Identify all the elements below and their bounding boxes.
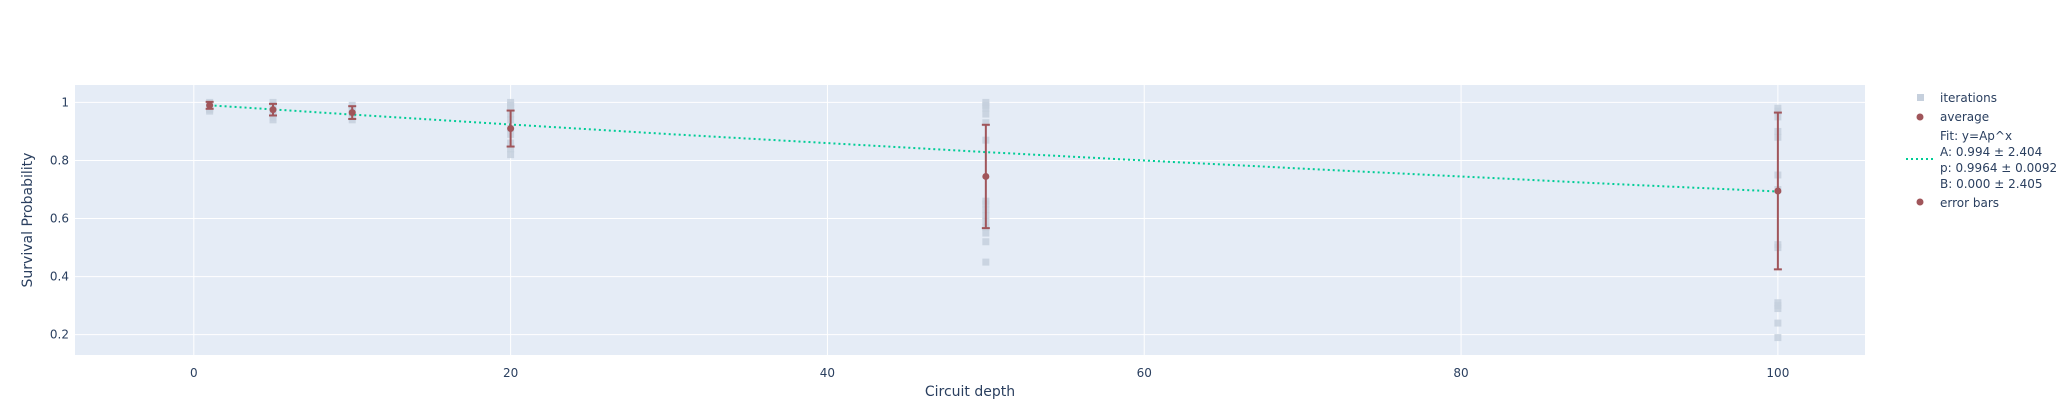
plot-background bbox=[75, 85, 1865, 355]
x-tick-label: 80 bbox=[1453, 366, 1468, 380]
iteration-point bbox=[982, 119, 990, 127]
iteration-point bbox=[507, 104, 515, 112]
average-point bbox=[348, 109, 356, 117]
iteration-point bbox=[982, 238, 990, 246]
iteration-point bbox=[1774, 305, 1782, 313]
series-average bbox=[206, 101, 1782, 195]
x-tick-label: 20 bbox=[503, 366, 518, 380]
x-tick-label: 40 bbox=[820, 366, 835, 380]
y-tick-label: 0.8 bbox=[50, 153, 69, 167]
iteration-point bbox=[507, 145, 515, 153]
x-tick-label: 60 bbox=[1137, 366, 1152, 380]
legend-error-bars-marker bbox=[1916, 198, 1924, 206]
iteration-point bbox=[1774, 334, 1782, 342]
average-point bbox=[507, 125, 515, 133]
x-tick-label: 0 bbox=[190, 366, 198, 380]
average-point bbox=[1774, 187, 1782, 195]
iteration-point bbox=[507, 151, 515, 159]
iteration-point bbox=[982, 110, 990, 118]
iteration-point bbox=[206, 107, 214, 115]
legend-error-bars-label: error bars bbox=[1940, 196, 1999, 210]
y-tick-label: 0.6 bbox=[50, 212, 69, 226]
iteration-point bbox=[1774, 107, 1782, 115]
iteration-point bbox=[982, 258, 990, 266]
y-tick-label: 0.4 bbox=[50, 270, 69, 284]
y-axis-title: Survival Probability bbox=[20, 153, 36, 288]
iteration-point bbox=[982, 229, 990, 237]
y-axis-ticks: 0.2 0.4 0.6 0.8 1 bbox=[50, 95, 69, 341]
legend-fit-label: Fit: y=Ap^x bbox=[1940, 129, 2012, 143]
x-tick-label: 100 bbox=[1766, 366, 1789, 380]
average-point bbox=[206, 101, 214, 109]
y-tick-label: 0.2 bbox=[50, 328, 69, 342]
legend-iterations-marker bbox=[1917, 94, 1924, 101]
legend-average-label: average bbox=[1940, 110, 1989, 124]
iteration-point bbox=[1774, 319, 1782, 327]
average-point bbox=[982, 172, 990, 180]
legend: iterations average Fit: y=Ap^x A: 0.994 … bbox=[1906, 91, 2057, 210]
legend-fit-param-b: B: 0.000 ± 2.405 bbox=[1940, 177, 2042, 191]
legend-fit-param-a: A: 0.994 ± 2.404 bbox=[1940, 145, 2042, 159]
legend-iterations-label: iterations bbox=[1940, 91, 1997, 105]
legend-average-marker bbox=[1916, 113, 1924, 121]
legend-fit-param-p: p: 0.9964 ± 0.0092 bbox=[1940, 161, 2057, 175]
iteration-point bbox=[269, 116, 277, 124]
x-axis-title: Circuit depth bbox=[925, 384, 1015, 400]
average-point bbox=[269, 106, 277, 114]
iteration-point bbox=[982, 104, 990, 112]
y-tick-label: 1 bbox=[61, 95, 69, 109]
x-axis-ticks: 0 20 40 60 80 100 bbox=[190, 366, 1789, 380]
